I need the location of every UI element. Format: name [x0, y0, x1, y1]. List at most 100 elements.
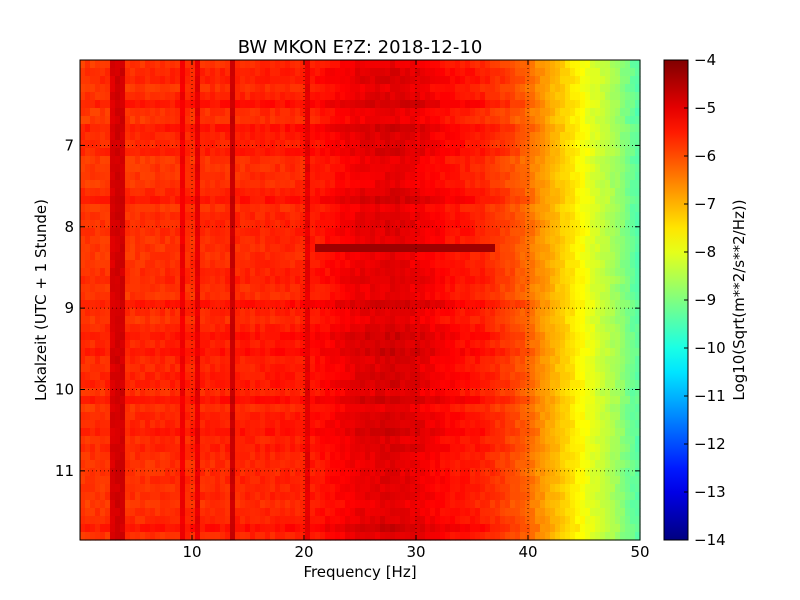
heatmap-cell [225, 252, 231, 261]
heatmap-cell [310, 60, 316, 69]
heatmap-cell [180, 228, 186, 237]
heatmap-cell [620, 108, 626, 117]
heatmap-cell [230, 268, 236, 277]
heatmap-cell [575, 100, 581, 109]
heatmap-cell [125, 68, 131, 77]
heatmap-cell [370, 236, 376, 245]
heatmap-cell [290, 268, 296, 277]
heatmap-cell [160, 132, 166, 141]
heatmap-cell [610, 196, 616, 205]
heatmap-cell [395, 124, 401, 133]
heatmap-cell [565, 268, 571, 277]
heatmap-cell [615, 148, 621, 157]
heatmap-cell [335, 108, 341, 117]
heatmap-cell [95, 372, 101, 381]
heatmap-cell [495, 316, 501, 325]
heatmap-cell [370, 300, 376, 309]
heatmap-cell [485, 76, 491, 85]
heatmap-cell [355, 348, 361, 357]
heatmap-cell [555, 316, 561, 325]
heatmap-cell [115, 236, 121, 245]
heatmap-cell [470, 364, 476, 373]
heatmap-cell [555, 92, 561, 101]
heatmap-cell [430, 220, 436, 229]
heatmap-cell [490, 372, 496, 381]
heatmap-cell [625, 268, 631, 277]
heatmap-cell [290, 92, 296, 101]
heatmap-cell [440, 316, 446, 325]
heatmap-cell [520, 180, 526, 189]
heatmap-cell [475, 388, 481, 397]
heatmap-cell [125, 260, 131, 269]
heatmap-cell [300, 100, 306, 109]
heatmap-cell [395, 324, 401, 333]
heatmap-cell [325, 132, 331, 141]
heatmap-cell [485, 276, 491, 285]
heatmap-cell [340, 204, 346, 213]
heatmap-cell [145, 124, 151, 133]
heatmap-cell [285, 108, 291, 117]
heatmap-cell [430, 204, 436, 213]
heatmap-cell [150, 396, 156, 405]
heatmap-cell [275, 316, 281, 325]
heatmap-cell [350, 236, 356, 245]
heatmap-cell [530, 244, 536, 253]
heatmap-cell [500, 380, 506, 389]
heatmap-cell [555, 268, 561, 277]
heatmap-cell [435, 108, 441, 117]
heatmap-cell [215, 132, 221, 141]
heatmap-cell [305, 76, 311, 85]
heatmap-cell [375, 300, 381, 309]
heatmap-cell [520, 380, 526, 389]
heatmap-cell [320, 252, 326, 261]
heatmap-cell [185, 324, 191, 333]
heatmap-cell [200, 76, 206, 85]
heatmap-cell [480, 148, 486, 157]
heatmap-cell [465, 244, 471, 253]
heatmap-cell [435, 100, 441, 109]
heatmap-cell [425, 164, 431, 173]
heatmap-cell [565, 372, 571, 381]
heatmap-cell [205, 388, 211, 397]
heatmap-cell [130, 132, 136, 141]
heatmap-cell [320, 260, 326, 269]
heatmap-cell [570, 236, 576, 245]
heatmap-cell [190, 380, 196, 389]
heatmap-cell [100, 76, 106, 85]
heatmap-cell [180, 412, 186, 421]
heatmap-cell [325, 60, 331, 69]
heatmap-cell [210, 132, 216, 141]
heatmap-cell [495, 284, 501, 293]
heatmap-cell [285, 396, 291, 405]
heatmap-cell [615, 252, 621, 261]
heatmap-cell [510, 100, 516, 109]
heatmap-cell [420, 260, 426, 269]
heatmap-cell [200, 332, 206, 341]
heatmap-cell [80, 60, 86, 69]
heatmap-cell [385, 76, 391, 85]
heatmap-cell [270, 324, 276, 333]
heatmap-cell [380, 316, 386, 325]
heatmap-cell [110, 204, 116, 213]
heatmap-cell [245, 412, 251, 421]
heatmap-cell [390, 132, 396, 141]
heatmap-cell [485, 364, 491, 373]
heatmap-cell [325, 156, 331, 165]
heatmap-cell [185, 92, 191, 101]
heatmap-cell [345, 140, 351, 149]
heatmap-cell [150, 204, 156, 213]
heatmap-cell [230, 372, 236, 381]
heatmap-cell [335, 92, 341, 101]
heatmap-cell [420, 124, 426, 133]
heatmap-cell [260, 284, 266, 293]
heatmap-cell [420, 348, 426, 357]
heatmap-cell [305, 156, 311, 165]
heatmap-cell [540, 172, 546, 181]
heatmap-cell [560, 172, 566, 181]
heatmap-cell [320, 124, 326, 133]
heatmap-cell [355, 60, 361, 69]
heatmap-cell [500, 204, 506, 213]
heatmap-cell [290, 100, 296, 109]
heatmap-cell [235, 188, 241, 197]
heatmap-cell [570, 92, 576, 101]
